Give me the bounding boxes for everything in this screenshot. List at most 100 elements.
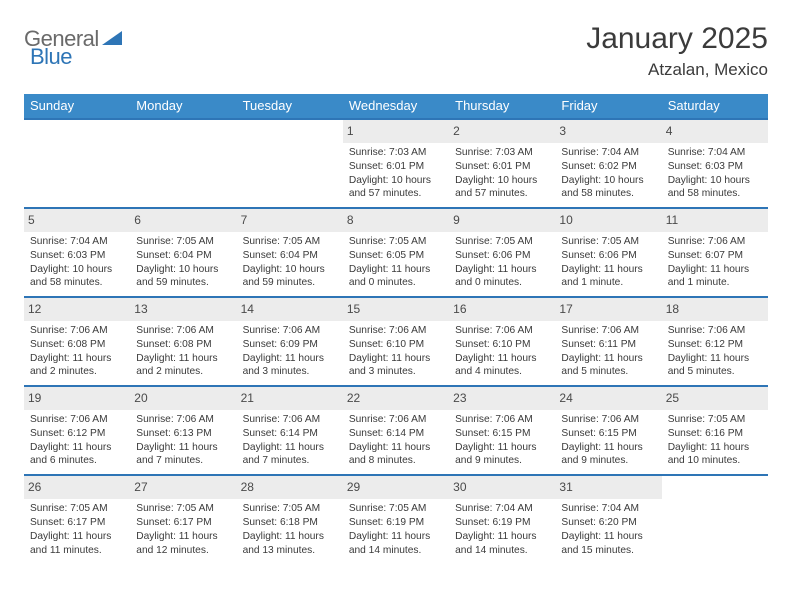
daynum-row: 19 — [24, 387, 130, 410]
sunset-line: Sunset: 6:12 PM — [28, 427, 126, 441]
sunrise-line: Sunrise: 7:05 AM — [241, 502, 339, 516]
daylight-line: Daylight: 11 hours and 3 minutes. — [347, 352, 445, 380]
sunrise-line: Sunrise: 7:04 AM — [666, 146, 764, 160]
daynum-row: 29 — [343, 476, 449, 499]
daylight-line: Daylight: 11 hours and 1 minute. — [559, 263, 657, 291]
sunset-line: Sunset: 6:10 PM — [347, 338, 445, 352]
week-row: 5Sunrise: 7:04 AMSunset: 6:03 PMDaylight… — [24, 207, 768, 296]
day-number: 10 — [559, 213, 572, 227]
daylight-line: Daylight: 11 hours and 14 minutes. — [453, 530, 551, 558]
day-number: 14 — [241, 302, 254, 316]
daynum-row: 24 — [555, 387, 661, 410]
cell-content: Sunrise: 7:06 AMSunset: 6:14 PMDaylight:… — [237, 413, 343, 474]
cell-content: Sunrise: 7:06 AMSunset: 6:15 PMDaylight:… — [449, 413, 555, 474]
sunset-line: Sunset: 6:01 PM — [347, 160, 445, 174]
sunset-line: Sunset: 6:03 PM — [28, 249, 126, 263]
cell-content: Sunrise: 7:05 AMSunset: 6:05 PMDaylight:… — [343, 235, 449, 296]
sunset-line: Sunset: 6:04 PM — [134, 249, 232, 263]
cell-day-28: 28Sunrise: 7:05 AMSunset: 6:18 PMDayligh… — [237, 476, 343, 563]
sunset-line: Sunset: 6:08 PM — [28, 338, 126, 352]
daynum-row: 8 — [343, 209, 449, 232]
daynum-row: 14 — [237, 298, 343, 321]
daylight-line: Daylight: 11 hours and 11 minutes. — [28, 530, 126, 558]
daylight-line: Daylight: 11 hours and 12 minutes. — [134, 530, 232, 558]
daynum-row: 7 — [237, 209, 343, 232]
day-number: 30 — [453, 480, 466, 494]
cell-day-27: 27Sunrise: 7:05 AMSunset: 6:17 PMDayligh… — [130, 476, 236, 563]
day-number: 4 — [666, 124, 673, 138]
day-number: 6 — [134, 213, 141, 227]
cell-day-10: 10Sunrise: 7:05 AMSunset: 6:06 PMDayligh… — [555, 209, 661, 296]
cell-content: Sunrise: 7:04 AMSunset: 6:02 PMDaylight:… — [555, 146, 661, 207]
daynum-row: 31 — [555, 476, 661, 499]
sunset-line: Sunset: 6:06 PM — [559, 249, 657, 263]
cell-content: Sunrise: 7:05 AMSunset: 6:04 PMDaylight:… — [237, 235, 343, 296]
daynum-row: 18 — [662, 298, 768, 321]
sunrise-line: Sunrise: 7:06 AM — [559, 413, 657, 427]
dow-monday: Monday — [130, 94, 236, 118]
daylight-line: Daylight: 11 hours and 7 minutes. — [134, 441, 232, 469]
dow-friday: Friday — [555, 94, 661, 118]
day-number: 17 — [559, 302, 572, 316]
daylight-line: Daylight: 10 hours and 59 minutes. — [241, 263, 339, 291]
daynum-row: 4 — [662, 120, 768, 143]
cell-day-25: 25Sunrise: 7:05 AMSunset: 6:16 PMDayligh… — [662, 387, 768, 474]
sunset-line: Sunset: 6:14 PM — [347, 427, 445, 441]
sunrise-line: Sunrise: 7:03 AM — [347, 146, 445, 160]
day-number: 22 — [347, 391, 360, 405]
daylight-line: Daylight: 11 hours and 8 minutes. — [347, 441, 445, 469]
daylight-line: Daylight: 11 hours and 2 minutes. — [134, 352, 232, 380]
cell-empty — [130, 120, 236, 207]
week-row: 19 Sunrise: 7:06 AM Sunset: 6:12 PM Dayligh… — [24, 385, 768, 474]
daynum-row: 3 — [555, 120, 661, 143]
cell-empty — [237, 120, 343, 207]
daynum-row: 25 — [662, 387, 768, 410]
day-number: 18 — [666, 302, 679, 316]
sunrise-line: Sunrise: 7:05 AM — [347, 502, 445, 516]
cell-content: Sunrise: 7:06 AMSunset: 6:15 PMDaylight:… — [555, 413, 661, 474]
daynum-row: 15 — [343, 298, 449, 321]
daynum-row: 20 — [130, 387, 236, 410]
cell-content: Sunrise: 7:04 AMSunset: 6:03 PMDaylight:… — [662, 146, 768, 207]
daynum-row: 17 — [555, 298, 661, 321]
dow-row: SundayMondayTuesdayWednesdayThursdayFrid… — [24, 94, 768, 118]
sunrise-line: Sunrise: 7:05 AM — [347, 235, 445, 249]
day-number: 24 — [559, 391, 572, 405]
daylight-line: Daylight: 11 hours and 15 minutes. — [559, 530, 657, 558]
day-number: 20 — [134, 391, 147, 405]
cell-content: Sunrise: 7:06 AMSunset: 6:07 PMDaylight:… — [662, 235, 768, 296]
cell-day-6: 6Sunrise: 7:05 AMSunset: 6:04 PMDaylight… — [130, 209, 236, 296]
daylight-line: Daylight: 11 hours and 0 minutes. — [347, 263, 445, 291]
day-number: 28 — [241, 480, 254, 494]
daynum-row: 21 — [237, 387, 343, 410]
cell-content: Sunrise: 7:04 AMSunset: 6:19 PMDaylight:… — [449, 502, 555, 563]
title-block: January 2025 Atzalan, Mexico — [586, 22, 768, 80]
daynum-row: 27 — [130, 476, 236, 499]
day-number: 26 — [28, 480, 41, 494]
sunrise-line: Sunrise: 7:04 AM — [559, 146, 657, 160]
sunrise-line: Sunrise: 7:05 AM — [134, 235, 232, 249]
cell-content: Sunrise: 7:05 AMSunset: 6:17 PMDaylight:… — [24, 502, 130, 563]
sunset-line: Sunset: 6:19 PM — [453, 516, 551, 530]
daynum-row: 9 — [449, 209, 555, 232]
triangle-icon — [102, 29, 122, 50]
sunrise-line: Sunrise: 7:06 AM — [453, 413, 551, 427]
daynum-row: 30 — [449, 476, 555, 499]
cell-content: Sunrise: 7:04 AMSunset: 6:20 PMDaylight:… — [555, 502, 661, 563]
daylight-line: Daylight: 11 hours and 13 minutes. — [241, 530, 339, 558]
cell-content: Sunrise: 7:06 AMSunset: 6:09 PMDaylight:… — [237, 324, 343, 385]
sunset-line: Sunset: 6:19 PM — [347, 516, 445, 530]
day-number: 25 — [666, 391, 679, 405]
sunrise-line: Sunrise: 7:06 AM — [134, 413, 232, 427]
cell-day-29: 29Sunrise: 7:05 AMSunset: 6:19 PMDayligh… — [343, 476, 449, 563]
month-title: January 2025 — [586, 22, 768, 56]
daylight-line: Daylight: 11 hours and 0 minutes. — [453, 263, 551, 291]
daylight-line: Daylight: 11 hours and 4 minutes. — [453, 352, 551, 380]
cell-day-3: 3 Sunrise: 7:04 AMSunset: 6:02 PMDaylight… — [555, 120, 661, 207]
cell-day-12: 12Sunrise: 7:06 AMSunset: 6:08 PMDayligh… — [24, 298, 130, 385]
sunset-line: Sunset: 6:10 PM — [453, 338, 551, 352]
daynum-row: 16 — [449, 298, 555, 321]
cell-day-1: 1 Sunrise: 7:03 AMSunset: 6:01 PMDaylight… — [343, 120, 449, 207]
cell-content: Sunrise: 7:03 AMSunset: 6:01 PMDaylight:… — [343, 146, 449, 207]
day-number: 1 — [347, 124, 354, 138]
